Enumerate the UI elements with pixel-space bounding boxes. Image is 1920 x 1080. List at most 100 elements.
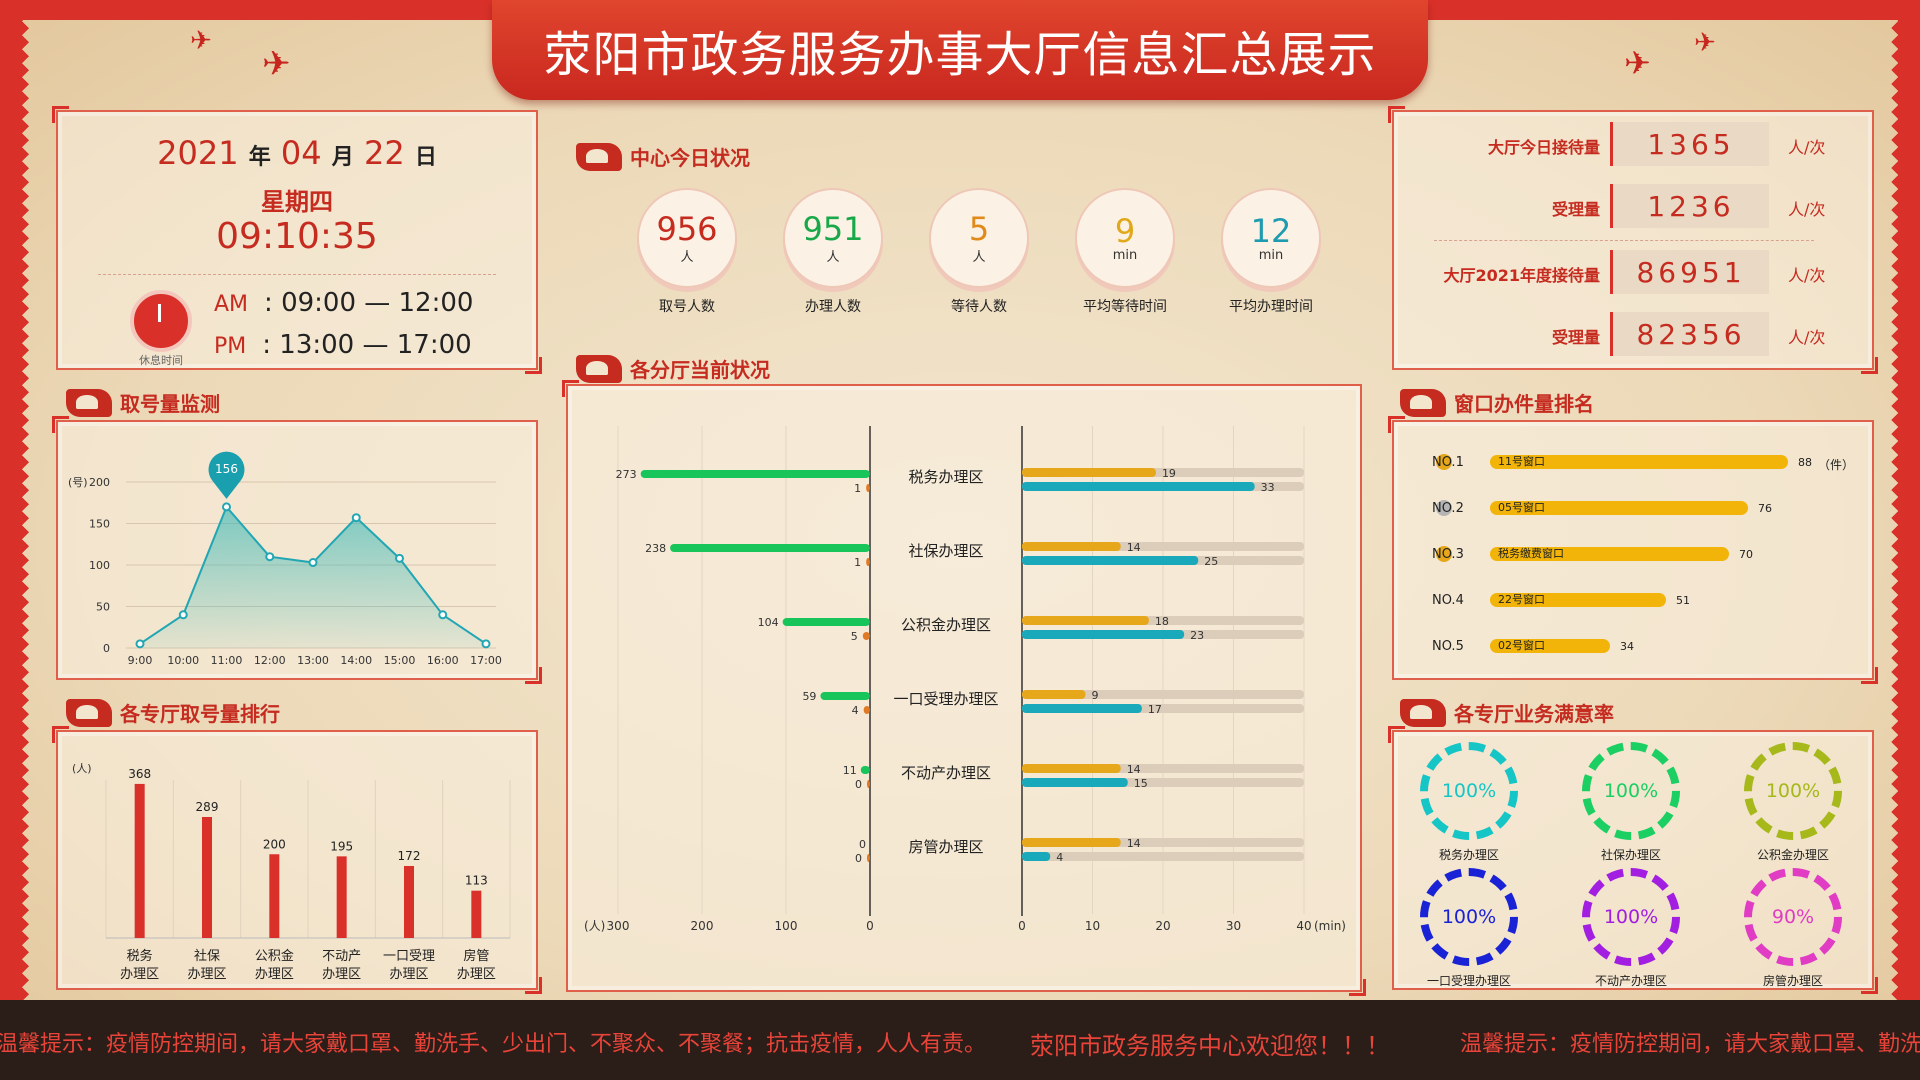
medal-icon (1436, 546, 1452, 562)
category-label: 办理区 (255, 967, 294, 982)
dove-icon: ✈ (1694, 28, 1716, 58)
stat-label: 取号人数 (659, 299, 715, 315)
bar-value-label: 33 (1261, 481, 1275, 494)
rank-number: NO.5 (1432, 638, 1464, 654)
rank-row: NO.4 22号窗口 51 (1432, 590, 1690, 610)
bar (1022, 704, 1142, 713)
bar (866, 484, 870, 492)
total-unit: 人/次 (1788, 138, 1826, 157)
stat-circle: 956 人 (637, 188, 737, 288)
bar-value-label: 18 (1155, 615, 1169, 628)
stat-unit: min (1112, 247, 1138, 263)
satisfaction-ring: 100% (1420, 868, 1518, 966)
bar-value-label: 1 (854, 556, 861, 569)
stat-label: 平均办理时间 (1229, 299, 1313, 315)
right-tick-label: 20 (1155, 919, 1170, 933)
bar-track (1022, 690, 1304, 699)
category-label: 税务办理区 (908, 468, 983, 486)
rank-bar: 22号窗口 (1490, 593, 1666, 607)
bar (1022, 556, 1199, 565)
bar (269, 854, 280, 938)
rank-value: 70 (1739, 547, 1753, 561)
rank-number: NO.4 (1432, 592, 1464, 608)
hall-ranking-panel: (人) 368 税务 办理区 289 社保 办理区 200 公积金 办理区 195 不动产 办理区 172… (52, 726, 542, 994)
bar (1022, 482, 1255, 491)
bar-value-label: 200 (263, 837, 286, 851)
notice-ticker: 温馨提示：疫情防控期间，请大家戴口罩、勤洗手、少出门、不聚众、不聚餐；抗击疫情，… (0, 1000, 1920, 1080)
datetime-panel: 2021 年 04 月 22 日 星期四 09:10:35 休息时间 AM: 0… (52, 106, 542, 374)
section-title-text: 各分厅当前状况 (630, 358, 770, 382)
bar-value-label: 15 (1134, 777, 1148, 790)
emblem-icon (66, 388, 112, 417)
satisfaction-item: 100% 一口受理办理区 (1404, 868, 1534, 989)
ticker-right: 温馨提示：疫情防控期间，请大家戴口罩、勤洗手、 (1460, 1032, 1920, 1057)
rank-bar: 05号窗口 (1490, 501, 1748, 515)
rank-bar: 税务缴费窗口 (1490, 547, 1729, 561)
stat-circle: 951 人 (783, 188, 883, 288)
category-label: 办理区 (389, 967, 428, 982)
total-label: 大厅2021年度接待量 (1443, 266, 1600, 285)
stat-label: 平均等待时间 (1083, 299, 1167, 315)
rank-row: NO.5 02号窗口 34 (1432, 636, 1634, 656)
rank-number: NO.3 (1432, 546, 1464, 562)
dove-icon: ✈ (190, 26, 212, 56)
sun-icon am-label: AM (214, 292, 249, 317)
data-point (222, 502, 231, 512)
rank-unit: （件） (1818, 458, 1855, 472)
bar (670, 544, 870, 552)
bar (1022, 616, 1149, 625)
rank-number: NO.2 (1432, 500, 1464, 516)
category-label: 一口受理办理区 (893, 690, 998, 708)
bar (866, 558, 870, 566)
rank-row: NO.2 05号窗口 76 (1432, 498, 1772, 518)
clock-time: 09:10:35 (216, 216, 378, 257)
total-label: 受理量 (1551, 200, 1600, 219)
bar (1022, 838, 1121, 847)
rank-bar: 02号窗口 (1490, 639, 1610, 653)
x-tick-label: 15:00 (384, 654, 416, 667)
rest-time-label: 休息时间 (139, 354, 183, 367)
day-unit: 日 (414, 145, 437, 170)
satisfaction-title: 各专厅业务满意率 (1400, 698, 1614, 727)
rank-row: NO.3 税务缴费窗口 70 (1432, 544, 1753, 564)
bar (202, 816, 212, 938)
ticket-line-chart: 0 50 100 150 200(号) 9:00 10:00 11:00 12:00 13:00 1… (68, 451, 502, 667)
bar (820, 692, 870, 700)
left-tick-label: 100 (775, 919, 798, 933)
stat-unit: 人 (680, 249, 694, 265)
right-zigzag-border (1884, 0, 1898, 1000)
satisfaction-item: 100% 不动产办理区 (1566, 868, 1696, 989)
x-tick-label: 9:00 (128, 654, 153, 667)
left-zigzag-border (22, 0, 36, 1000)
bar (134, 783, 145, 938)
y-tick-label: 150 (89, 518, 110, 531)
left-tick-label: 200 (691, 919, 714, 933)
category-label: 不动产 (322, 949, 361, 964)
stat-label: 等待人数 (951, 299, 1007, 315)
category-label: 社保办理区 (908, 542, 983, 560)
emblem-icon (576, 142, 622, 171)
dove-icon: ✈ (1624, 44, 1651, 82)
stat-card: 956 人取号人数 (637, 188, 737, 316)
am-range: 09:00 — 12:00 (281, 288, 474, 318)
rank-value: 76 (1758, 501, 1772, 515)
satisfaction-item: 100% 社保办理区 (1566, 742, 1696, 863)
data-point (178, 610, 188, 620)
total-label: 受理量 (1551, 328, 1600, 347)
bar-value-label: 1 (854, 482, 861, 495)
x-tick-label: 12:00 (254, 654, 286, 667)
rank-row: NO.1 11号窗口 88 (1432, 452, 1812, 472)
bar (860, 766, 870, 774)
x-tick-label: 14:00 (340, 654, 372, 667)
ticker-center: 荥阳市政务服务中心欢迎您！！！ (1030, 1032, 1390, 1060)
bar-value-label: 5 (851, 630, 858, 643)
data-point (438, 610, 448, 620)
left-tick-label: 300 (607, 919, 630, 933)
pm-hours: PM: 13:00 — 17:00 (214, 330, 472, 360)
bar-value-label: 23 (1190, 629, 1204, 642)
category-label: 房管 (463, 948, 489, 964)
hall-bar-chart: (人) 368 税务办理区 289 社保办理区 200 公积金办理区 195 不动产办理区 172… (72, 762, 511, 982)
right-tick-label: 0 (1018, 919, 1026, 933)
ticket-monitor-title: 取号量监测 (66, 388, 220, 417)
